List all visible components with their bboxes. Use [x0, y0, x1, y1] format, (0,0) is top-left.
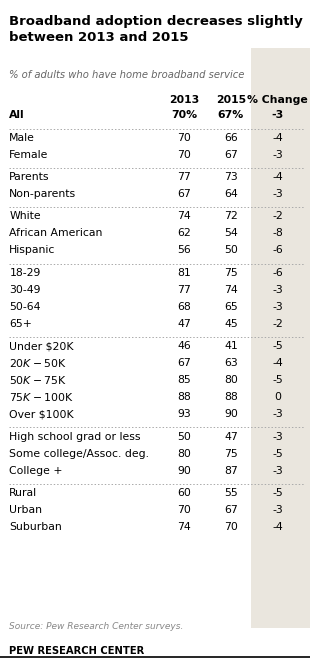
- Text: Over $100K: Over $100K: [9, 409, 74, 419]
- Text: 70: 70: [178, 149, 191, 159]
- Text: 70: 70: [178, 133, 191, 143]
- Text: College +: College +: [9, 466, 63, 476]
- Text: -5: -5: [272, 375, 283, 385]
- Text: 70: 70: [224, 522, 238, 532]
- Text: -2: -2: [272, 319, 283, 329]
- Text: Female: Female: [9, 149, 49, 159]
- Text: 75: 75: [224, 267, 238, 277]
- Text: -4: -4: [272, 172, 283, 182]
- Text: Non-parents: Non-parents: [9, 189, 77, 199]
- Text: African American: African American: [9, 228, 103, 238]
- Text: 67%: 67%: [218, 110, 244, 120]
- Text: -5: -5: [272, 448, 283, 458]
- Text: % of adults who have home broadband service: % of adults who have home broadband serv…: [9, 70, 245, 80]
- Text: Hispanic: Hispanic: [9, 245, 56, 255]
- Text: 85: 85: [178, 375, 191, 385]
- Text: 74: 74: [178, 211, 191, 221]
- Text: All: All: [9, 110, 25, 120]
- Text: 63: 63: [224, 358, 238, 368]
- Text: -3: -3: [272, 149, 283, 159]
- Text: 62: 62: [178, 228, 191, 238]
- Text: Some college/Assoc. deg.: Some college/Assoc. deg.: [9, 448, 149, 458]
- Text: -3: -3: [272, 285, 283, 295]
- Text: -5: -5: [272, 341, 283, 351]
- Text: 67: 67: [224, 505, 238, 515]
- Text: -8: -8: [272, 228, 283, 238]
- Text: 68: 68: [178, 301, 191, 311]
- Text: 66: 66: [224, 133, 238, 143]
- Text: -3: -3: [272, 189, 283, 199]
- Text: 41: 41: [224, 341, 238, 351]
- Text: 47: 47: [224, 432, 238, 442]
- Text: 75: 75: [224, 448, 238, 458]
- Text: 74: 74: [178, 522, 191, 532]
- Text: 72: 72: [224, 211, 238, 221]
- Text: 77: 77: [178, 172, 191, 182]
- Text: 70: 70: [178, 505, 191, 515]
- Text: Broadband adoption decreases slightly
between 2013 and 2015: Broadband adoption decreases slightly be…: [9, 15, 303, 44]
- Text: 50-64: 50-64: [9, 301, 41, 311]
- Text: 50: 50: [178, 432, 191, 442]
- Text: -3: -3: [272, 505, 283, 515]
- Text: 70%: 70%: [171, 110, 197, 120]
- Text: % Change: % Change: [247, 95, 308, 105]
- Text: -4: -4: [272, 358, 283, 368]
- Text: 56: 56: [178, 245, 191, 255]
- Text: -6: -6: [272, 245, 283, 255]
- Text: 50: 50: [224, 245, 238, 255]
- Text: -5: -5: [272, 488, 283, 498]
- Text: 90: 90: [224, 409, 238, 419]
- Text: Rural: Rural: [9, 488, 38, 498]
- Text: 73: 73: [224, 172, 238, 182]
- Text: $75K-$100K: $75K-$100K: [9, 391, 74, 403]
- Text: 87: 87: [224, 466, 238, 476]
- Text: -3: -3: [272, 301, 283, 311]
- Text: 67: 67: [178, 189, 191, 199]
- Text: 64: 64: [224, 189, 238, 199]
- Text: -4: -4: [272, 522, 283, 532]
- Text: 65+: 65+: [9, 319, 32, 329]
- Text: -4: -4: [272, 133, 283, 143]
- Text: High school grad or less: High school grad or less: [9, 432, 141, 442]
- Text: 67: 67: [178, 358, 191, 368]
- Text: Parents: Parents: [9, 172, 50, 182]
- Text: 67: 67: [224, 149, 238, 159]
- Text: 81: 81: [178, 267, 191, 277]
- Text: 45: 45: [224, 319, 238, 329]
- Text: -3: -3: [271, 110, 284, 120]
- Text: PEW RESEARCH CENTER: PEW RESEARCH CENTER: [9, 646, 144, 656]
- Text: 93: 93: [178, 409, 191, 419]
- Text: 65: 65: [224, 301, 238, 311]
- Text: 30-49: 30-49: [9, 285, 41, 295]
- Text: -2: -2: [272, 211, 283, 221]
- Text: White: White: [9, 211, 41, 221]
- Text: Source: Pew Research Center surveys.: Source: Pew Research Center surveys.: [9, 622, 184, 631]
- Text: $20K-$50K: $20K-$50K: [9, 357, 67, 369]
- Text: 54: 54: [224, 228, 238, 238]
- Text: 88: 88: [178, 392, 191, 402]
- Text: 55: 55: [224, 488, 238, 498]
- Text: 74: 74: [224, 285, 238, 295]
- Text: 2013: 2013: [169, 95, 200, 105]
- Text: 18-29: 18-29: [9, 267, 41, 277]
- Text: Under $20K: Under $20K: [9, 341, 74, 351]
- Text: 77: 77: [178, 285, 191, 295]
- Text: $50K-$75K: $50K-$75K: [9, 374, 67, 386]
- Text: -6: -6: [272, 267, 283, 277]
- Text: 47: 47: [178, 319, 191, 329]
- Text: -3: -3: [272, 466, 283, 476]
- Text: Urban: Urban: [9, 505, 42, 515]
- Text: 0: 0: [274, 392, 281, 402]
- Text: 46: 46: [178, 341, 191, 351]
- Text: 2015: 2015: [216, 95, 246, 105]
- Text: 88: 88: [224, 392, 238, 402]
- Text: 90: 90: [178, 466, 191, 476]
- Text: 60: 60: [178, 488, 191, 498]
- Text: Suburban: Suburban: [9, 522, 62, 532]
- Text: Male: Male: [9, 133, 35, 143]
- Text: 80: 80: [224, 375, 238, 385]
- Text: -3: -3: [272, 409, 283, 419]
- Text: 80: 80: [178, 448, 191, 458]
- Text: -3: -3: [272, 432, 283, 442]
